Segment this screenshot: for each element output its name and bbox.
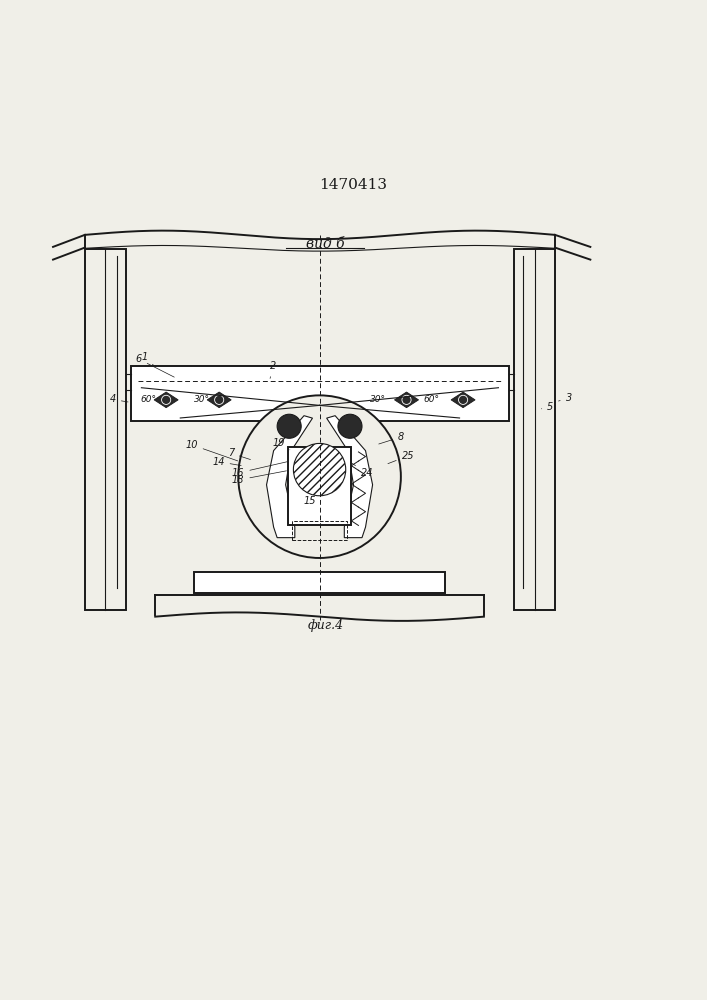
Text: 30°: 30° bbox=[194, 395, 209, 404]
Text: 3: 3 bbox=[559, 393, 572, 403]
Text: 30°: 30° bbox=[370, 395, 386, 404]
Bar bbox=[85, 249, 126, 610]
Text: 15: 15 bbox=[304, 496, 317, 506]
Text: 19: 19 bbox=[272, 438, 290, 450]
Text: 10: 10 bbox=[185, 440, 238, 461]
Text: 4: 4 bbox=[110, 394, 128, 404]
Text: 16: 16 bbox=[232, 462, 287, 478]
Bar bbox=[292, 521, 347, 540]
Text: 60°: 60° bbox=[423, 395, 439, 404]
Text: фиг.4: фиг.4 bbox=[307, 619, 344, 632]
Text: вид б: вид б bbox=[306, 237, 344, 251]
Circle shape bbox=[277, 414, 301, 438]
Polygon shape bbox=[451, 392, 475, 408]
Text: 5: 5 bbox=[542, 402, 554, 412]
Text: 25: 25 bbox=[388, 451, 414, 464]
Text: 1: 1 bbox=[141, 352, 153, 365]
Text: 8: 8 bbox=[379, 432, 404, 444]
Polygon shape bbox=[267, 416, 312, 538]
Text: 24: 24 bbox=[351, 463, 373, 478]
Text: 60°: 60° bbox=[141, 395, 156, 404]
Bar bbox=[194, 572, 445, 593]
Text: 1470413: 1470413 bbox=[320, 178, 387, 192]
Text: 6: 6 bbox=[136, 354, 175, 377]
Circle shape bbox=[238, 395, 401, 558]
Bar bbox=[514, 249, 555, 610]
Text: 14: 14 bbox=[212, 457, 241, 467]
Circle shape bbox=[338, 414, 362, 438]
Polygon shape bbox=[207, 392, 231, 408]
Polygon shape bbox=[395, 392, 419, 408]
Bar bbox=[288, 447, 351, 525]
Polygon shape bbox=[327, 416, 373, 538]
Text: 7: 7 bbox=[228, 448, 250, 460]
Text: 18: 18 bbox=[232, 471, 286, 485]
Text: 2: 2 bbox=[270, 361, 276, 378]
Polygon shape bbox=[154, 392, 178, 408]
Circle shape bbox=[310, 396, 329, 415]
Circle shape bbox=[293, 443, 346, 496]
Polygon shape bbox=[308, 418, 332, 423]
Bar bbox=[131, 366, 509, 421]
